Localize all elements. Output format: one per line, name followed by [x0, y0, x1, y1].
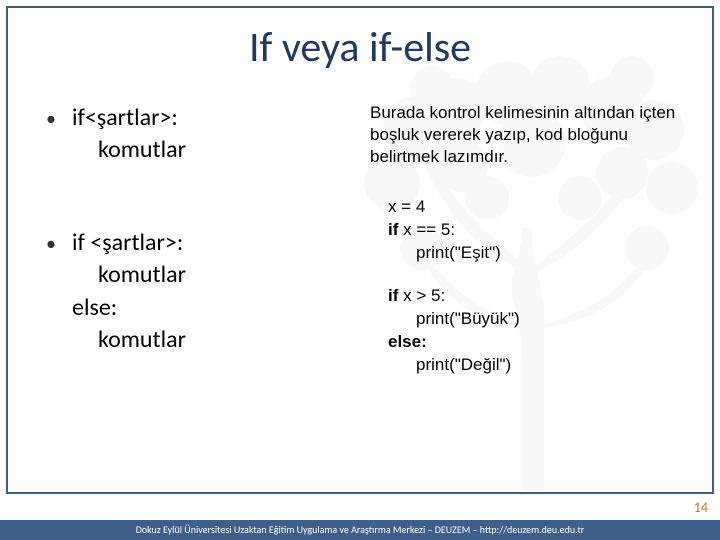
code-line: print("Değil"): [388, 354, 690, 377]
page-number: 14: [694, 499, 708, 516]
code-line: else:: [388, 331, 690, 354]
code-text: x == 5:: [398, 220, 455, 239]
slide: If veya if-else • if<şartlar>: komutlar …: [0, 0, 720, 540]
code-line: print("Büyük"): [388, 308, 690, 331]
syntax-line: komutlar: [46, 324, 346, 356]
code-line: if x == 5:: [388, 219, 690, 242]
keyword: if: [388, 220, 398, 239]
syntax-block-2: • if <şartlar>: komutlar else: komutlar: [46, 227, 346, 357]
syntax-line: if<şartlar>:: [72, 102, 346, 134]
code-line: if x > 5:: [388, 285, 690, 308]
code-line: print("Eşit"): [388, 242, 690, 265]
syntax-line: if <şartlar>:: [72, 227, 346, 259]
bullet-icon: •: [46, 102, 72, 134]
syntax-block-1: • if<şartlar>: komutlar: [46, 102, 346, 167]
description-text: Burada kontrol kelimesinin altından içte…: [370, 102, 690, 168]
right-column: Burada kontrol kelimesinin altından içte…: [370, 102, 690, 397]
syntax-line: komutlar: [46, 259, 346, 291]
code-text: x > 5:: [398, 286, 445, 305]
left-column: • if<şartlar>: komutlar • if <şartlar>: …: [46, 102, 346, 416]
code-line: x = 4: [388, 196, 690, 219]
code-examples: x = 4 if x == 5: print("Eşit") if x > 5:…: [370, 196, 690, 377]
bullet-icon: •: [46, 227, 72, 259]
slide-title: If veya if-else: [8, 22, 712, 73]
syntax-line: else:: [46, 292, 346, 324]
footer-bar: Dokuz Eylül Üniversitesi Uzaktan Eğitim …: [0, 520, 720, 540]
code-example-1: x = 4 if x == 5: print("Eşit"): [388, 196, 690, 265]
slide-frame: If veya if-else • if<şartlar>: komutlar …: [6, 6, 714, 494]
keyword: if: [388, 286, 398, 305]
syntax-line: komutlar: [46, 134, 346, 166]
code-example-2: if x > 5: print("Büyük") else: print("De…: [388, 285, 690, 377]
